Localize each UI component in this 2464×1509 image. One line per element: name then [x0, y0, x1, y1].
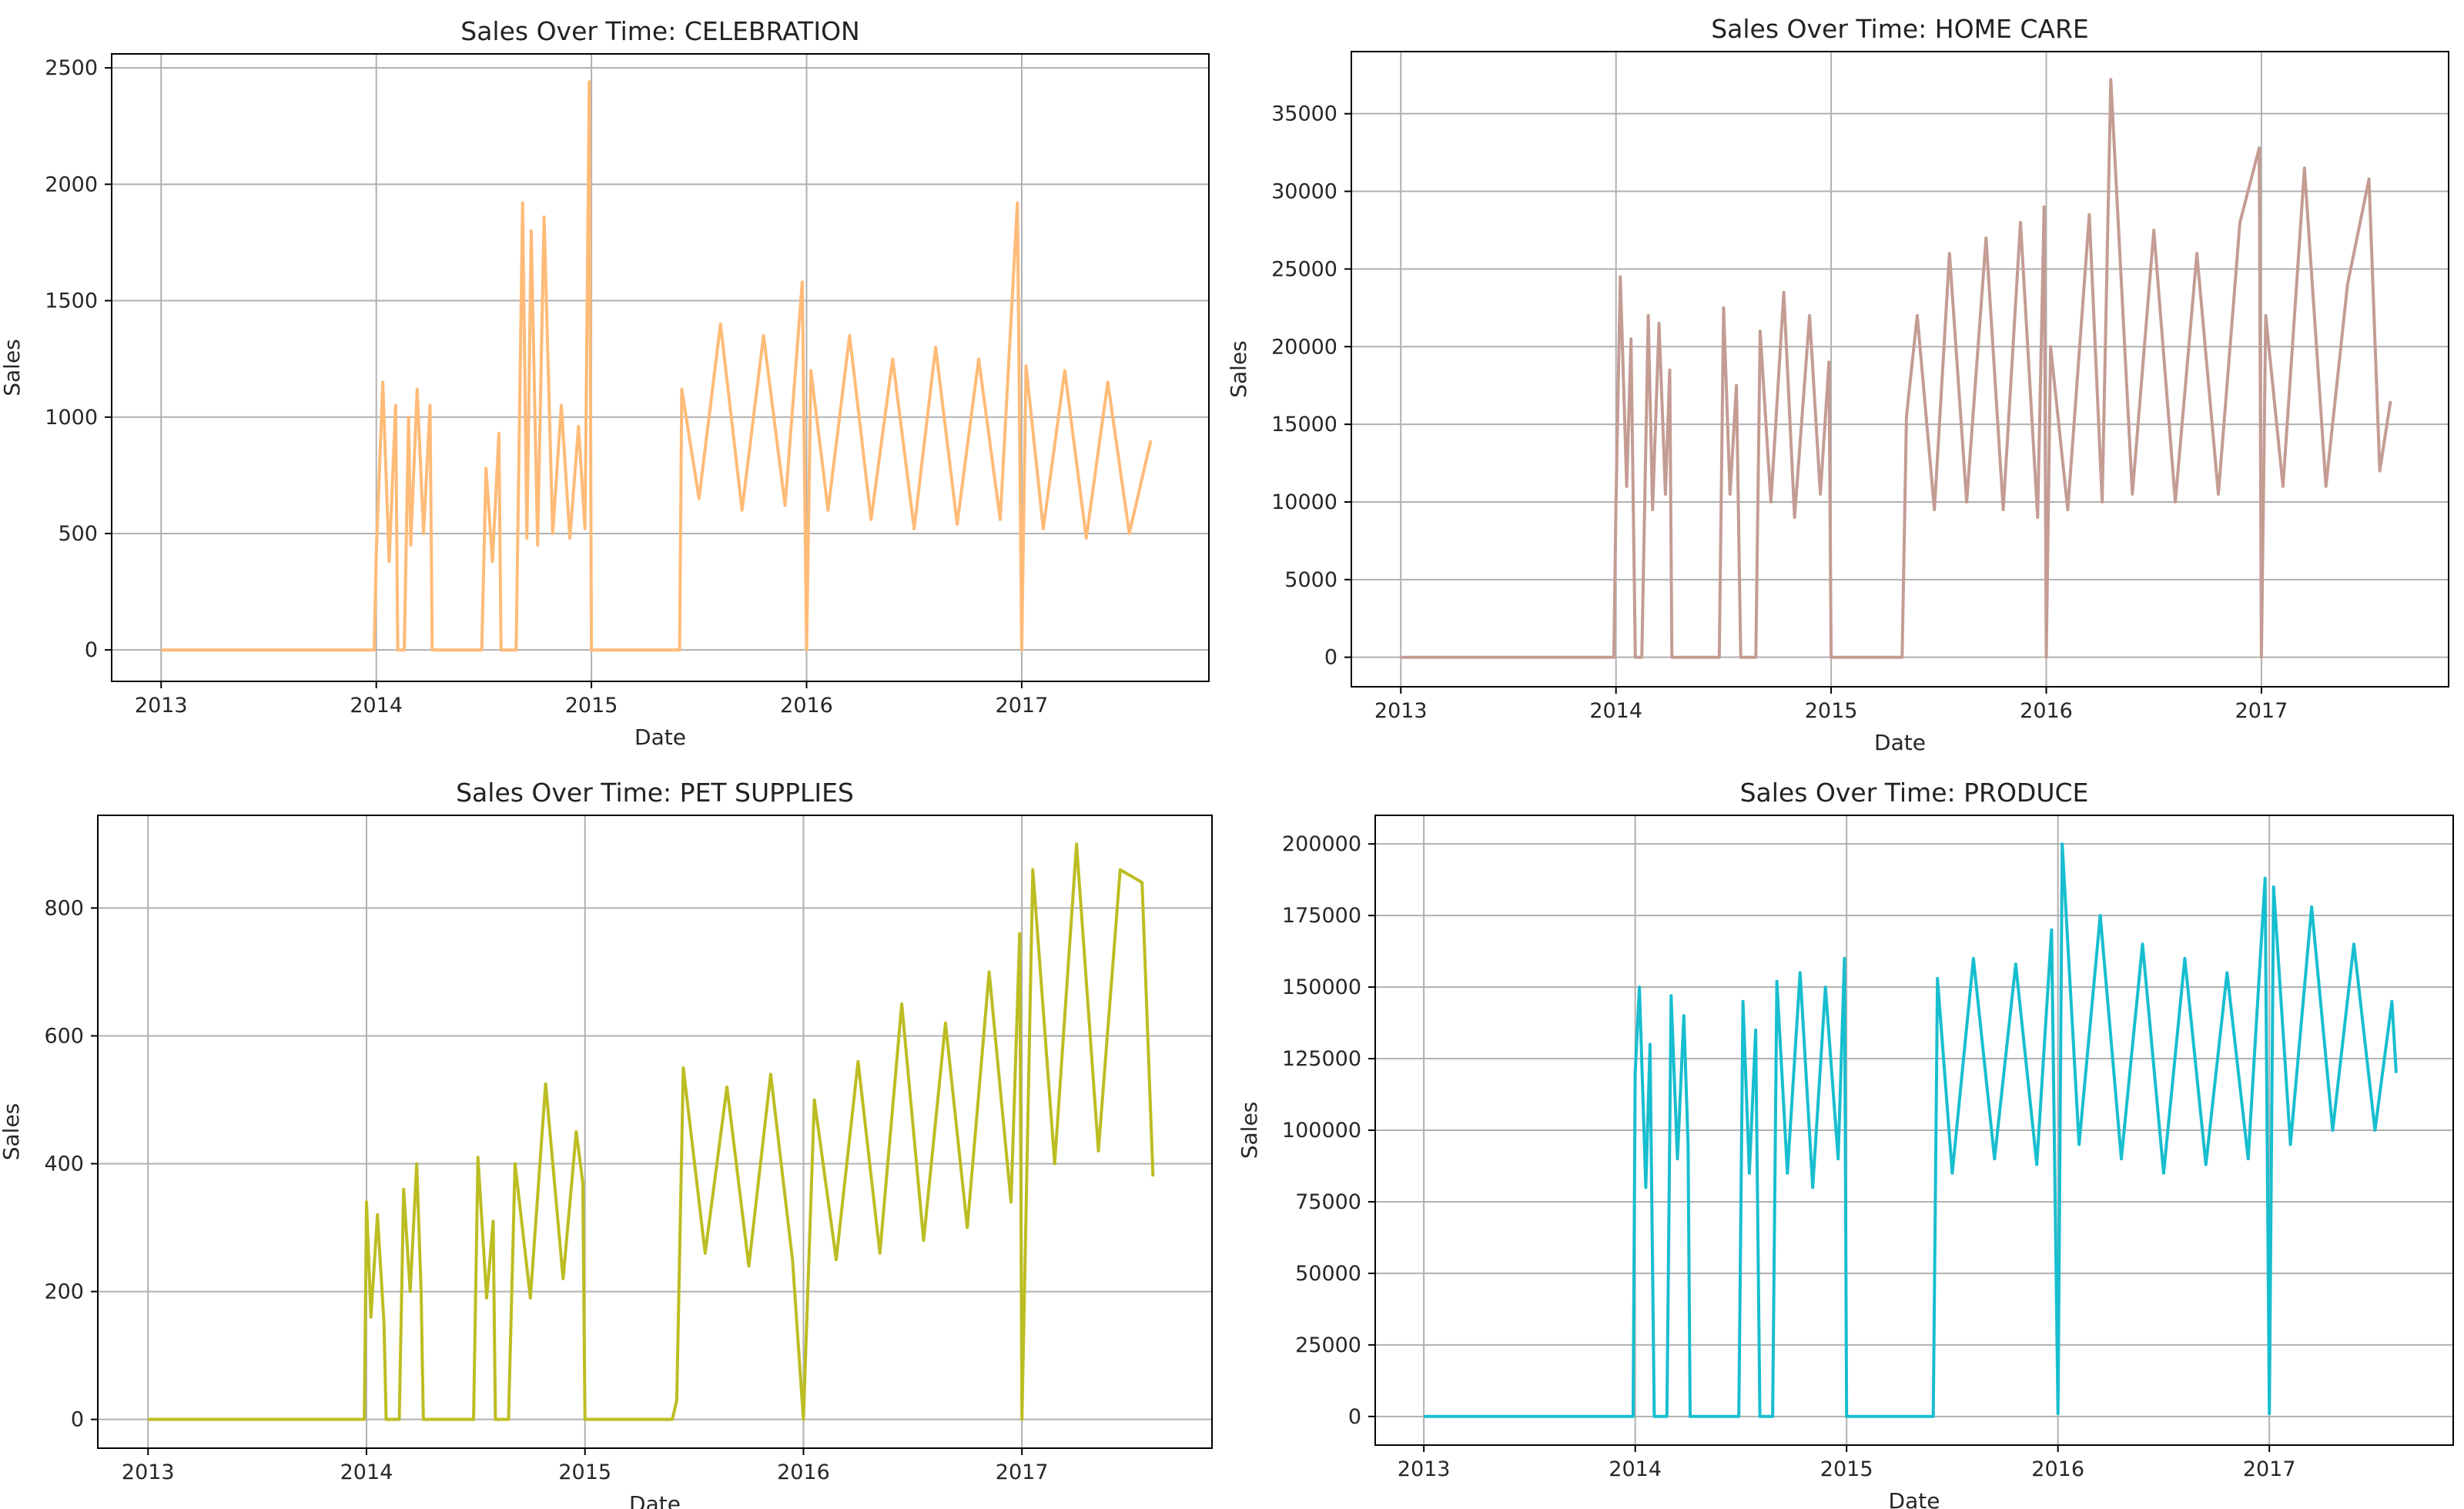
y-tick-label: 150000 [1282, 975, 1361, 999]
x-tick-label: 2015 [1805, 699, 1858, 723]
y-tick-label: 35000 [1271, 102, 1337, 126]
x-tick-label: 2014 [350, 694, 403, 718]
x-tick-label: 2013 [1398, 1457, 1451, 1481]
y-tick-label: 0 [1348, 1405, 1361, 1429]
chart-panel-4: 2013 2014 2015 2016 2017 0 25000 50000 75000 1000… [1237, 778, 2454, 1509]
axes-frame [97, 815, 1213, 1449]
y-tick-label: 200000 [1282, 832, 1361, 856]
x-tick-label: 2013 [122, 1460, 175, 1484]
x-tick-label: 2016 [777, 1460, 830, 1484]
x-axis-label: Date [1874, 730, 1926, 755]
y-tick-label: 0 [1324, 646, 1337, 670]
y-tick-label: 25000 [1271, 257, 1337, 281]
x-tick-label: 2014 [1609, 1457, 1662, 1481]
x-tick-label: 2013 [135, 694, 188, 718]
x-tick-label: 2017 [996, 1460, 1049, 1484]
y-axis-label: Sales [0, 1103, 24, 1161]
y-tick-label: 175000 [1282, 904, 1361, 928]
x-axis-label: Date [634, 724, 686, 750]
y-tick-label: 10000 [1271, 490, 1337, 514]
series-line [1401, 78, 2392, 659]
x-tick-label: 2016 [2031, 1457, 2084, 1481]
x-tick-label: 2014 [1589, 699, 1642, 723]
chart-title: Sales Over Time: HOME CARE [1711, 14, 2089, 44]
x-axis-label: Date [629, 1491, 681, 1509]
y-tick-label: 75000 [1295, 1190, 1361, 1214]
series-line [161, 80, 1153, 652]
y-tick-label: 30000 [1271, 180, 1337, 204]
chart-panel-3: 2013 2014 2015 2016 2017 0 200 400 600 800 Date Sal… [0, 778, 1213, 1509]
y-tick-label: 15000 [1271, 413, 1337, 437]
y-tick-label: 50000 [1295, 1262, 1361, 1286]
y-tick-label: 500 [58, 522, 98, 546]
y-tick-label: 1000 [45, 406, 98, 430]
x-tick-label: 2015 [1820, 1457, 1873, 1481]
y-tick-label: 600 [44, 1024, 84, 1048]
y-tick-label: 2000 [45, 172, 98, 196]
x-tick-label: 2017 [2235, 699, 2288, 723]
x-tick-label: 2015 [558, 1460, 611, 1484]
series-line [1424, 842, 2398, 1418]
x-axis-label: Date [1889, 1488, 1940, 1509]
y-tick-label: 200 [44, 1280, 84, 1304]
y-axis-label: Sales [0, 339, 25, 396]
y-tick-label: 1500 [45, 289, 98, 313]
x-tick-label: 2014 [340, 1460, 393, 1484]
chart-title: Sales Over Time: PET SUPPLIES [456, 778, 854, 808]
y-axis-label: Sales [1226, 340, 1251, 398]
x-tick-label: 2017 [2243, 1457, 2296, 1481]
y-tick-label: 125000 [1282, 1047, 1361, 1071]
chart-panel-2: 2013 2014 2015 2016 2017 0 5000 10000 15000 20000… [1226, 14, 2449, 755]
y-tick-label: 100000 [1282, 1119, 1361, 1143]
y-tick-label: 25000 [1295, 1333, 1361, 1357]
series-line [148, 842, 1155, 1421]
axes-frame [111, 53, 1210, 682]
chart-panel-1: 2013 2014 2015 2016 2017 0 500 1000 1500 2000 2500… [0, 16, 1210, 750]
chart-title: Sales Over Time: PRODUCE [1740, 778, 2089, 808]
y-tick-label: 0 [85, 638, 98, 662]
chart-title: Sales Over Time: CELEBRATION [460, 16, 859, 46]
y-tick-label: 2500 [45, 56, 98, 80]
x-tick-label: 2015 [565, 694, 618, 718]
y-tick-label: 400 [44, 1153, 84, 1176]
y-tick-label: 5000 [1284, 568, 1337, 592]
y-tick-label: 800 [44, 896, 84, 920]
y-axis-label: Sales [1237, 1102, 1262, 1159]
y-tick-label: 0 [71, 1408, 84, 1432]
x-tick-label: 2016 [2020, 699, 2073, 723]
x-tick-label: 2017 [996, 694, 1049, 718]
x-tick-label: 2013 [1374, 699, 1428, 723]
x-tick-label: 2016 [780, 694, 833, 718]
axes-frame [1351, 51, 2449, 688]
y-tick-label: 20000 [1271, 335, 1337, 359]
